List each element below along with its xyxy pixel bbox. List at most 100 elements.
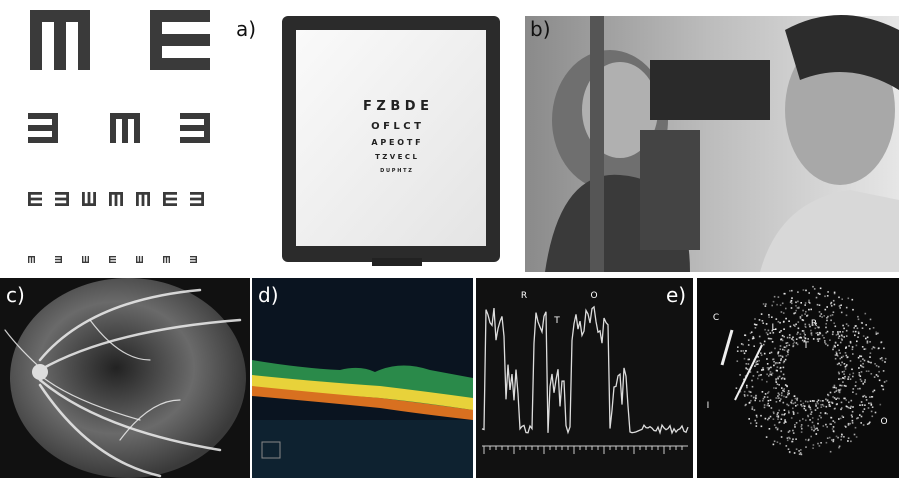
speckle: [869, 356, 871, 358]
speckle: [819, 315, 821, 317]
speckle: [829, 401, 831, 403]
tumbling-e-chart: [28, 10, 210, 263]
speckle: [783, 367, 785, 369]
speckle: [852, 346, 854, 348]
speckle: [865, 324, 867, 326]
speckle: [813, 430, 815, 432]
speckle: [840, 439, 842, 441]
speckle: [778, 397, 780, 399]
speckle: [781, 311, 783, 313]
speckle: [758, 375, 760, 377]
speckle: [820, 333, 822, 335]
speckle: [878, 347, 880, 349]
speckle: [756, 324, 758, 326]
speckle: [797, 344, 799, 346]
speckle: [755, 397, 757, 399]
speckle: [769, 338, 771, 340]
speckle: [884, 381, 886, 383]
speckle: [783, 362, 785, 364]
speckle: [811, 429, 813, 431]
speckle: [833, 347, 835, 349]
speckle: [855, 331, 857, 333]
speckle: [817, 304, 819, 306]
speckle: [802, 418, 804, 420]
speckle: [819, 311, 821, 313]
speckle: [792, 408, 794, 410]
speckle: [838, 378, 840, 380]
speckle: [884, 361, 886, 363]
speckle: [847, 406, 849, 408]
speckle: [762, 400, 764, 402]
speckle: [768, 418, 770, 420]
speckle: [874, 376, 876, 378]
speckle: [765, 418, 767, 420]
speckle: [869, 422, 871, 424]
speckle: [808, 292, 810, 294]
speckle: [777, 441, 779, 443]
speckle: [864, 381, 866, 383]
speckle: [827, 394, 829, 396]
speckle: [785, 318, 787, 320]
speckle: [850, 378, 852, 380]
speckle: [835, 398, 837, 400]
speckle: [779, 331, 781, 333]
speckle: [834, 304, 836, 306]
speckle: [791, 403, 793, 405]
speckle: [805, 311, 807, 313]
speckle: [789, 337, 791, 339]
speckle: [836, 354, 838, 356]
speckle: [879, 380, 881, 382]
speckle: [837, 364, 839, 366]
speckle: [762, 322, 764, 324]
speckle: [848, 325, 850, 327]
speckle: [846, 323, 848, 325]
speckle: [822, 400, 824, 402]
speckle: [795, 305, 797, 307]
speckle: [849, 374, 851, 376]
e-shape: [110, 113, 140, 143]
speckle: [827, 291, 829, 293]
speckle: [794, 426, 796, 428]
speckle: [820, 442, 822, 444]
speckle: [838, 398, 840, 400]
speckle: [816, 433, 818, 435]
speckle: [793, 413, 795, 415]
speckle: [848, 376, 850, 378]
speckle: [789, 430, 791, 432]
speckle: [778, 384, 780, 386]
speckle: [769, 428, 771, 430]
speckle: [865, 338, 867, 340]
speckle: [784, 378, 786, 380]
speckle: [827, 437, 829, 439]
speckle: [775, 378, 777, 380]
speckle: [814, 426, 816, 428]
speckle: [763, 398, 765, 400]
speckle: [781, 430, 783, 432]
speckle: [759, 319, 761, 321]
speckle: [770, 416, 772, 418]
speckle: [748, 418, 750, 420]
speckle: [861, 416, 863, 418]
speckle: [737, 346, 739, 348]
speckle: [874, 347, 876, 349]
speckle: [825, 327, 827, 329]
speckle: [804, 304, 806, 306]
speckle: [788, 437, 790, 439]
speckle: [864, 360, 866, 362]
speckle: [794, 325, 796, 327]
e-shape: [150, 10, 210, 70]
speckle: [820, 404, 822, 406]
speckle: [766, 374, 768, 376]
speckle: [855, 427, 857, 429]
speckle: [781, 387, 783, 389]
speckle: [777, 362, 779, 364]
speckle: [787, 350, 789, 352]
speckle: [822, 335, 824, 337]
speckle: [850, 406, 852, 408]
speckle: [818, 327, 820, 329]
speckle: [841, 357, 843, 359]
speckle: [855, 325, 857, 327]
optotype-e: [190, 192, 204, 206]
optotype-e: [136, 192, 150, 206]
speckle: [819, 293, 821, 295]
